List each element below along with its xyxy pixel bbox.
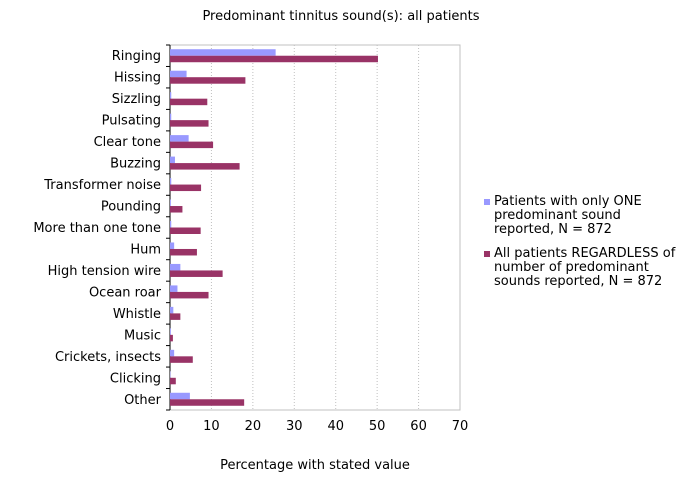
bar-one-sound (170, 242, 175, 249)
bar-all-patients (170, 399, 245, 406)
bar-all-patients (170, 98, 208, 106)
bar-all-patients (170, 120, 209, 127)
y-tick-label: Clicking (110, 371, 161, 386)
legend-label: Patients with only ONE (494, 194, 642, 209)
x-tick-label: 60 (410, 419, 427, 434)
bar-one-sound (170, 49, 276, 56)
bar-all-patients (170, 356, 193, 363)
x-tick-label: 70 (452, 419, 469, 434)
y-tick-label: Ocean roar (89, 285, 162, 300)
y-tick-label: Transformer noise (43, 178, 161, 193)
y-tick-label: Ringing (112, 49, 161, 64)
bar-one-sound (170, 156, 175, 164)
bar-one-sound (170, 113, 172, 121)
y-tick-label: Crickets, insects (55, 350, 161, 365)
bar-all-patients (170, 55, 378, 63)
legend-label: number of predominant (494, 260, 649, 275)
bar-one-sound (170, 199, 171, 207)
y-tick-label: Clear tone (94, 135, 161, 150)
bar-one-sound (170, 178, 172, 185)
y-tick-label: Hum (130, 242, 161, 257)
bar-one-sound (170, 92, 172, 99)
bar-all-patients (170, 141, 214, 149)
bar-all-patients (170, 227, 201, 234)
y-tick-label: Buzzing (110, 157, 161, 172)
legend-swatch (484, 251, 490, 257)
bar-one-sound (170, 328, 171, 335)
x-tick-label: 40 (327, 419, 344, 434)
y-tick-label: Other (124, 393, 162, 408)
x-tick-label: 10 (203, 419, 220, 434)
y-tick-label: Pulsating (102, 114, 161, 129)
y-tick-label: Whistle (113, 307, 161, 322)
y-tick-label: Sizzling (112, 92, 161, 107)
y-tick-label: Music (124, 328, 161, 343)
bar-one-sound (170, 263, 181, 271)
x-axis-label: Percentage with stated value (220, 458, 410, 473)
x-tick-label: 50 (369, 419, 386, 434)
bar-all-patients (170, 77, 246, 84)
x-tick-label: 30 (286, 419, 303, 434)
bar-all-patients (170, 270, 223, 277)
x-tick-label: 20 (245, 419, 262, 434)
bar-all-patients (170, 377, 176, 385)
bar-one-sound (170, 135, 189, 142)
legend-swatch (484, 199, 490, 205)
plot-frame (169, 44, 461, 411)
bar-all-patients (170, 206, 183, 213)
legend-label: reported, N = 872 (494, 222, 612, 237)
legend-label: predominant sound (494, 208, 621, 223)
bar-all-patients (170, 248, 197, 256)
bar-one-sound (170, 349, 175, 357)
legend-label: All patients REGARDLESS of (494, 246, 676, 261)
y-tick-label: Pounding (101, 200, 161, 215)
bar-all-patients (170, 184, 202, 192)
plot-area: 0 10 20 30 40 50 60 70 Ringing Hissing Sizzling Pul… (33, 44, 469, 434)
bar-one-sound (170, 221, 172, 228)
bar-one-sound (170, 392, 190, 400)
bar-one-sound (170, 285, 178, 292)
bar-all-patients (170, 163, 240, 170)
bar-all-patients (170, 291, 209, 299)
y-tick-label: High tension wire (48, 264, 161, 279)
bar-all-patients (170, 334, 173, 342)
y-tick-label: More than one tone (33, 221, 161, 236)
legend-label: sounds reported, N = 872 (494, 274, 662, 289)
y-tick-label: Hissing (114, 71, 161, 86)
bar-all-patients (170, 313, 181, 320)
bar-one-sound (170, 70, 187, 78)
bar-one-sound (170, 306, 174, 314)
x-tick-label: 0 (166, 419, 174, 434)
chart-title: Predominant tinnitus sound(s): all patie… (202, 9, 479, 24)
